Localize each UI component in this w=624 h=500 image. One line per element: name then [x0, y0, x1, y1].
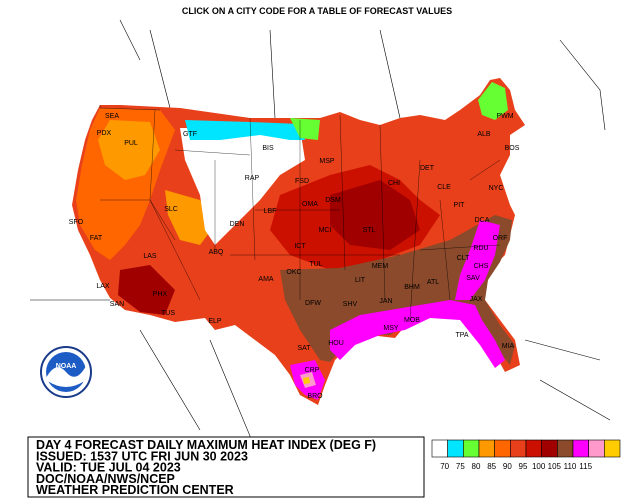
city-code[interactable]: MCI	[319, 227, 332, 234]
city-code[interactable]: RAP	[245, 175, 260, 182]
legend-label: 80	[472, 462, 481, 471]
title-line: VALID: TUE JUL 04 2023	[36, 461, 181, 475]
city-code[interactable]: PWM	[496, 113, 513, 120]
city-code[interactable]: STL	[363, 227, 376, 234]
city-code[interactable]: ORF	[493, 235, 508, 242]
legend-swatch	[525, 439, 542, 458]
city-code[interactable]: DCA	[475, 217, 490, 224]
city-code[interactable]: PUL	[124, 140, 138, 147]
title-block: DAY 4 FORECAST DAILY MAXIMUM HEAT INDEX …	[36, 438, 376, 497]
city-code[interactable]: LBF	[264, 208, 277, 215]
city-code[interactable]: ALB	[477, 131, 491, 138]
city-code[interactable]: ELP	[208, 318, 222, 325]
city-code[interactable]: AMA	[258, 276, 274, 283]
logo-text: NOAA	[56, 363, 77, 370]
city-code[interactable]: DEN	[230, 221, 245, 228]
city-code[interactable]: RDU	[473, 245, 488, 252]
city-code[interactable]: DSM	[325, 197, 341, 204]
city-code[interactable]: CLE	[437, 184, 451, 191]
city-code[interactable]: DFW	[305, 300, 321, 307]
city-code[interactable]: CRP	[305, 367, 320, 374]
city-code[interactable]: ATL	[427, 279, 439, 286]
city-code[interactable]: JAX	[470, 296, 483, 303]
city-code[interactable]: OKC	[286, 269, 301, 276]
city-code[interactable]: SEA	[105, 113, 119, 120]
legend-label: 70	[440, 462, 449, 471]
legend-swatch	[557, 439, 574, 458]
background-borders	[30, 19, 611, 461]
legend-swatch	[510, 439, 527, 458]
city-code[interactable]: JAN	[379, 298, 392, 305]
city-code[interactable]: SAV	[466, 275, 480, 282]
city-code[interactable]: FSD	[295, 178, 309, 185]
title-box	[27, 436, 425, 498]
city-code[interactable]: SLC	[164, 206, 178, 213]
city-code[interactable]: HOU	[328, 340, 344, 347]
city-code[interactable]: SFO	[69, 219, 84, 226]
legend-swatch	[494, 439, 511, 458]
city-code[interactable]: GTF	[183, 131, 197, 138]
legend-label: 100	[532, 462, 546, 471]
legend-label: 105	[548, 462, 562, 471]
title-line: DAY 4 FORECAST DAILY MAXIMUM HEAT INDEX …	[36, 438, 376, 452]
city-code[interactable]: PHX	[153, 291, 168, 298]
legend-label: 75	[456, 462, 465, 471]
city-code[interactable]: SHV	[343, 301, 358, 308]
city-code[interactable]: ABQ	[209, 249, 224, 256]
legend-label: 95	[519, 462, 528, 471]
legend-swatch	[463, 439, 480, 458]
header: CLICK ON A CITY CODE FOR A TABLE OF FORE…	[182, 6, 452, 16]
city-code[interactable]: BHM	[404, 284, 420, 291]
legend: 70 75 80 85 90 95 100 105 110 115	[431, 439, 621, 471]
city-code[interactable]: SAN	[110, 301, 124, 308]
city-code[interactable]: TUL	[309, 261, 322, 268]
city-code[interactable]: DET	[420, 165, 435, 172]
legend-label: 110	[564, 462, 577, 471]
map-shading	[72, 78, 525, 405]
state-lines	[99, 105, 501, 321]
city-codes: SEA PDX PUL GTF BIS RAP MSP FSD SLC DEN LBF OMA DSM S…	[69, 113, 520, 400]
city-code[interactable]: LAS	[143, 253, 157, 260]
city-code[interactable]: ICT	[294, 243, 306, 250]
city-code[interactable]: NYC	[489, 185, 504, 192]
legend-swatch	[588, 439, 605, 458]
noaa-logo: NOAA	[40, 346, 92, 398]
legend-label: 85	[487, 462, 496, 471]
city-code[interactable]: LIT	[355, 277, 366, 284]
title-line: WEATHER PREDICTION CENTER	[36, 483, 234, 497]
city-code[interactable]: BOS	[505, 145, 520, 152]
legend-swatch	[541, 439, 558, 458]
legend-swatch	[604, 439, 621, 458]
city-code[interactable]: TUS	[161, 310, 175, 317]
city-code[interactable]: BRO	[307, 393, 323, 400]
city-code[interactable]: MSY	[383, 325, 399, 332]
title-line: ISSUED: 1537 UTC FRI JUN 30 2023	[36, 449, 248, 463]
city-code[interactable]: CHI	[388, 180, 400, 187]
city-code[interactable]: PIT	[454, 202, 466, 209]
city-code[interactable]: TPA	[455, 332, 468, 339]
city-code[interactable]: LAX	[96, 283, 110, 290]
city-code[interactable]: OMA	[302, 201, 318, 208]
city-code[interactable]: SAT	[297, 345, 311, 352]
city-code[interactable]: MOB	[404, 317, 420, 324]
city-code[interactable]: FAT	[90, 235, 103, 242]
legend-label: 115	[579, 462, 592, 471]
legend-swatch	[572, 439, 589, 458]
title-line: DOC/NOAA/NWS/NCEP	[36, 472, 175, 486]
legend-label: 90	[503, 462, 512, 471]
city-code[interactable]: MIA	[502, 343, 515, 350]
city-code[interactable]: CLT	[457, 255, 470, 262]
legend-swatch	[431, 439, 448, 458]
city-code[interactable]: MSP	[319, 158, 335, 165]
city-code[interactable]: BIS	[262, 145, 274, 152]
city-code[interactable]: PDX	[97, 130, 112, 137]
legend-swatch	[447, 439, 464, 458]
city-code[interactable]: CHS	[474, 263, 489, 270]
city-code[interactable]: MEM	[372, 263, 389, 270]
legend-swatch	[478, 439, 495, 458]
